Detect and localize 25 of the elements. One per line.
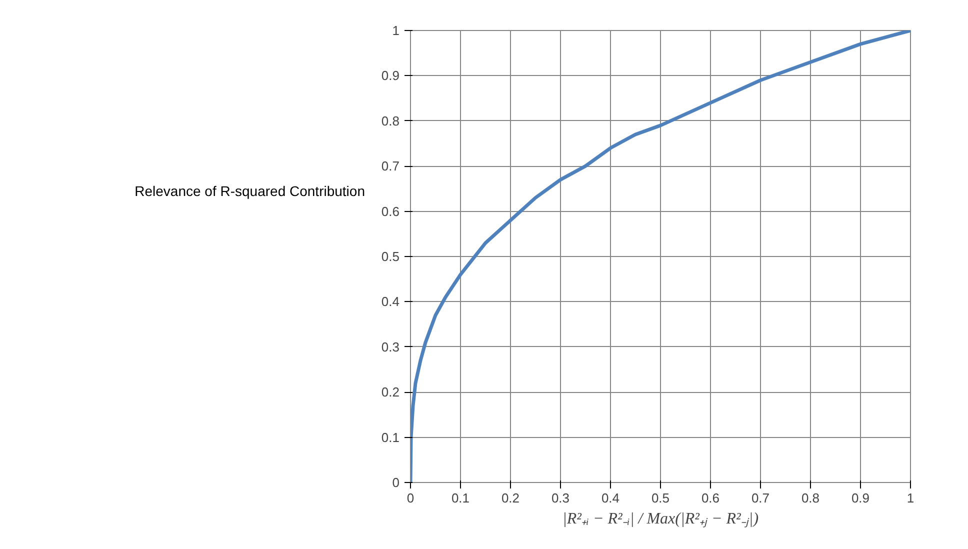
line-series <box>410 30 910 482</box>
y-axis-title: Relevance of R-squared Contribution <box>134 182 365 201</box>
y-tick-label: 0.7 <box>381 158 400 174</box>
x-axis-title: |R²₊ᵢ − R²₋ᵢ| / Max(|R²₊ⱼ − R²₋ⱼ|) <box>562 510 759 528</box>
y-tick-label: 1 <box>392 23 400 38</box>
x-tick-label: 0.7 <box>751 490 770 506</box>
x-tick-label: 0.2 <box>501 490 520 506</box>
x-tick-label: 0.8 <box>801 490 820 506</box>
y-tick-label: 0.2 <box>381 384 400 400</box>
y-tick-label: 0 <box>392 475 400 490</box>
y-tick-label: 0.5 <box>381 249 400 264</box>
y-tick-label: 0.9 <box>381 68 400 84</box>
x-tick-label: 1 <box>906 490 914 506</box>
y-tick-label: 0.8 <box>381 113 400 128</box>
y-tick-label: 0.6 <box>381 204 400 219</box>
x-tick-label: 0.3 <box>551 490 570 506</box>
y-tick-label: 0.1 <box>381 430 400 445</box>
x-tick-label: 0.5 <box>651 490 670 506</box>
x-tick-label: 0.4 <box>601 490 620 506</box>
x-tick-label: 0.9 <box>851 490 870 506</box>
x-tick-label: 0.6 <box>701 490 720 506</box>
y-tick-label: 0.3 <box>381 339 400 354</box>
x-tick-label: 0.1 <box>451 490 470 506</box>
x-tick-label: 0 <box>406 490 414 506</box>
y-tick-label: 0.4 <box>381 294 400 310</box>
